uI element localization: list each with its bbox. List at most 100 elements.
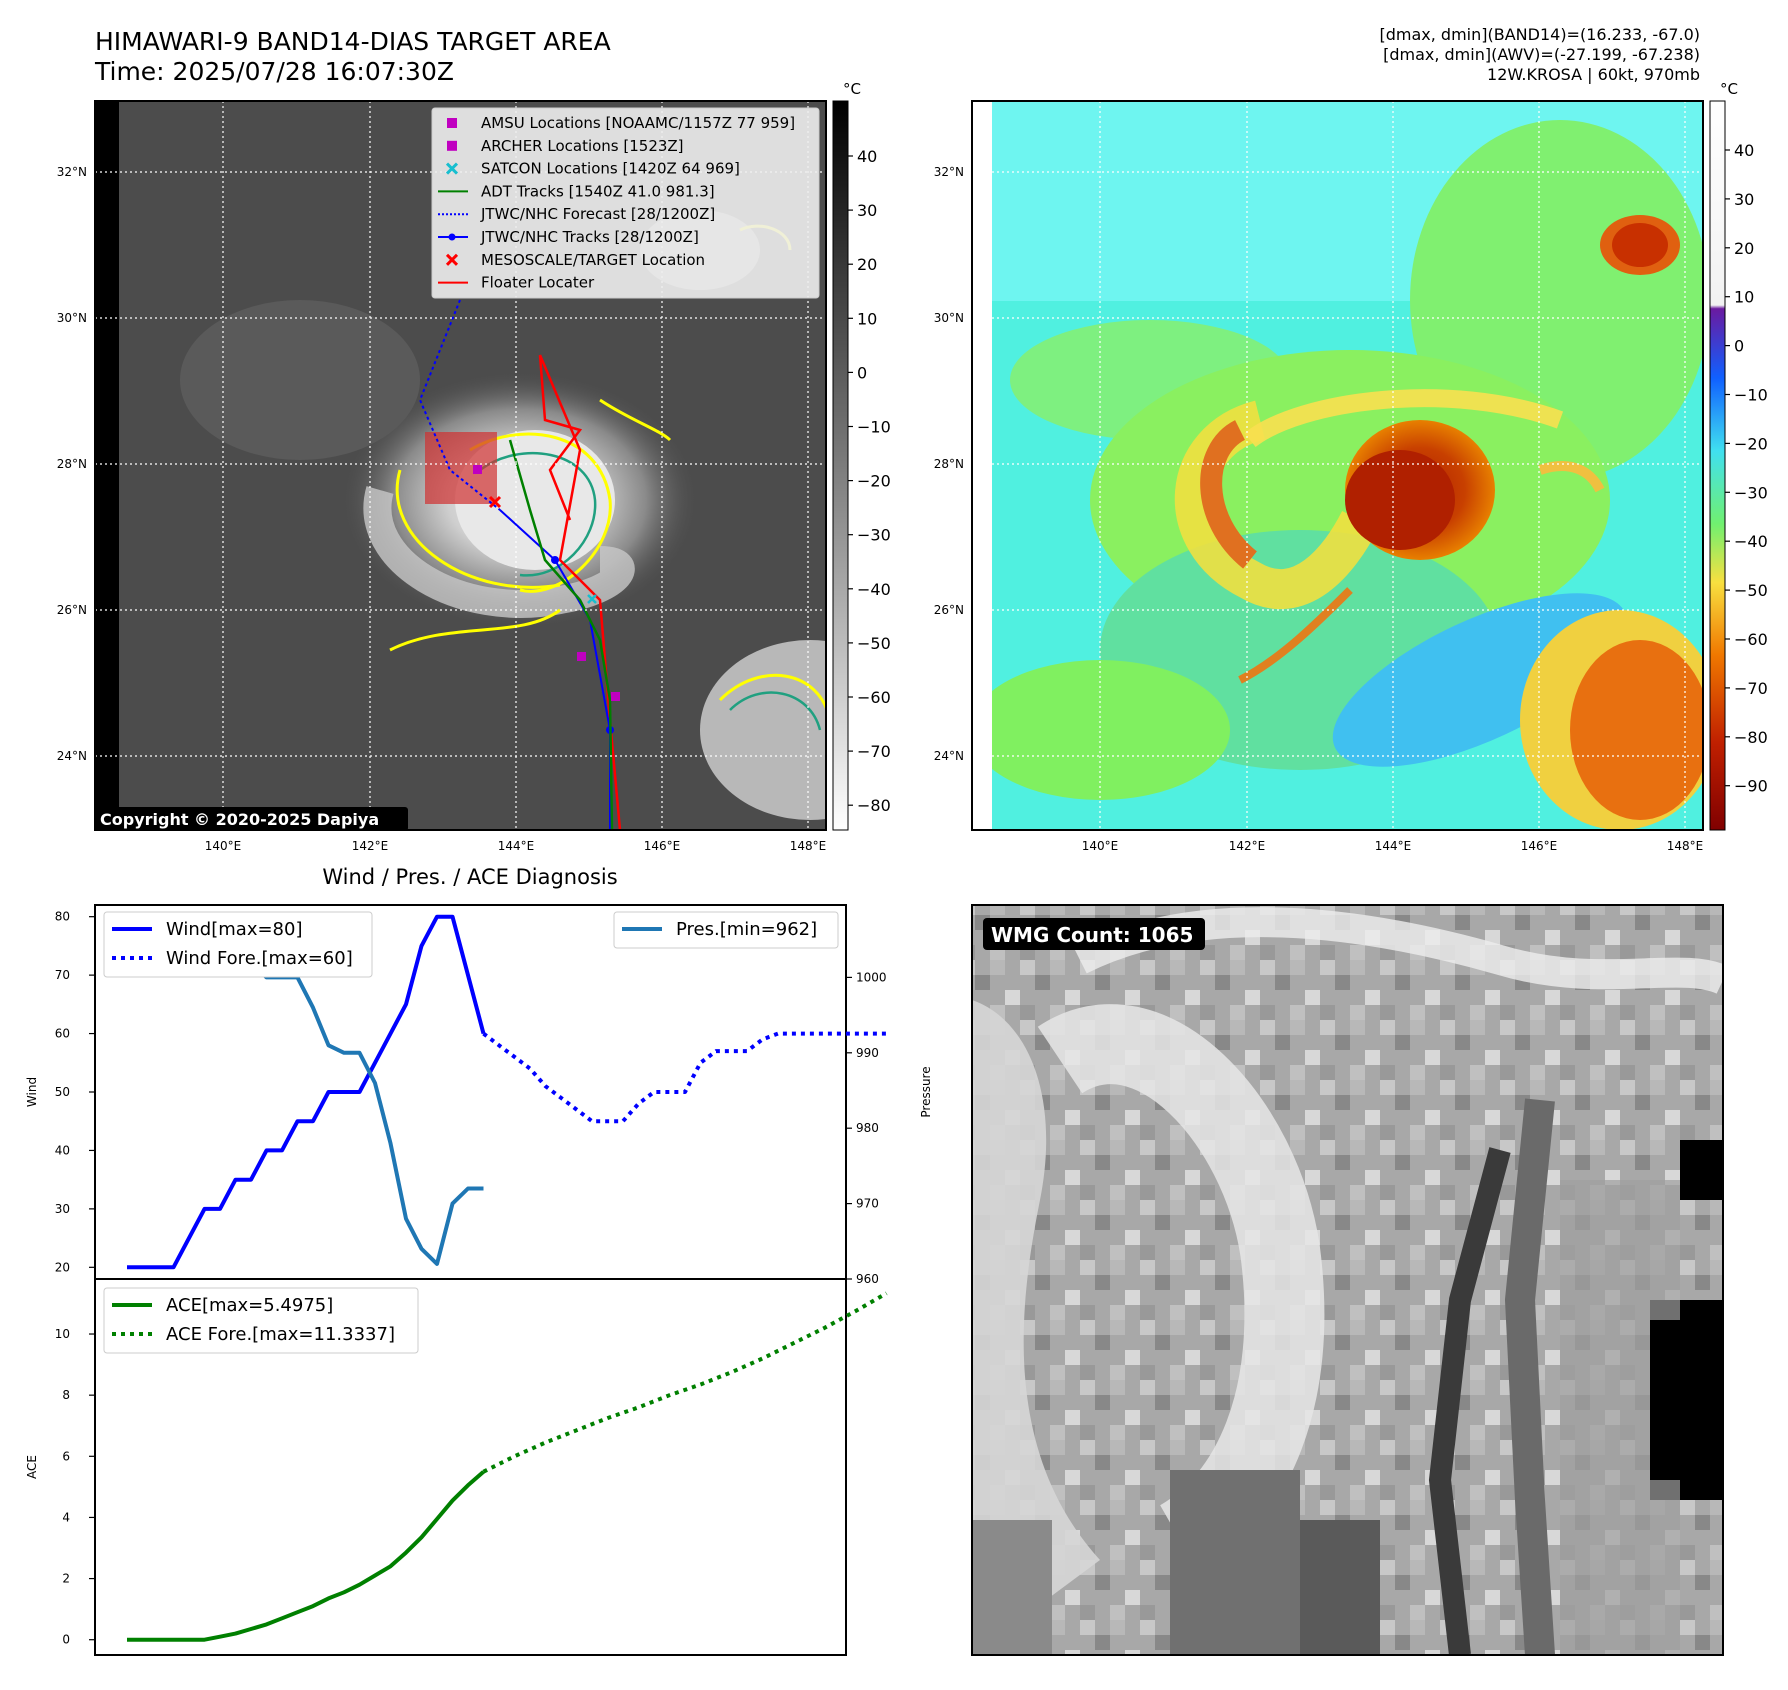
colorbar-tick-label: −30 xyxy=(857,526,891,545)
wv-lat-label-26n: 26°N xyxy=(934,603,964,617)
wv-lon-label-140e: 140°E xyxy=(1082,839,1119,853)
legend-wind-forecast: Wind Fore.[max=60] xyxy=(166,948,353,969)
series-line-wind-fore xyxy=(482,1031,887,1124)
axis-tick-label: 20 xyxy=(55,1260,70,1274)
colorbar-tick-label: 40 xyxy=(1734,141,1754,160)
legend-ace: ACE[max=5.4975] xyxy=(166,1295,333,1316)
wv-map-lat-labels: 32°N 30°N 28°N 26°N 24°N xyxy=(934,165,964,763)
legend-row: ADT Tracks [1540Z 41.0 981.3] xyxy=(438,182,715,200)
legend-row: JTWC/NHC Tracks [28/1200Z] xyxy=(438,228,699,246)
colorbar-tick-label: −20 xyxy=(857,472,891,491)
stats-band14: [dmax, dmin](BAND14)=(16.233, -67.0) xyxy=(1380,25,1701,44)
legend-label: JTWC/NHC Forecast [28/1200Z] xyxy=(480,205,715,223)
colorbar-tick-label: −20 xyxy=(1734,434,1768,453)
colorbar-tick-label: 20 xyxy=(1734,239,1754,258)
legend-row: Floater Locater xyxy=(438,274,595,292)
ir-map-frame xyxy=(94,100,827,831)
series-line-ace-fore xyxy=(482,1291,888,1474)
legend-x-marker xyxy=(445,162,459,175)
figure-title: HIMAWARI-9 BAND14-DIAS TARGET AREA xyxy=(95,27,611,56)
wmg-frame xyxy=(971,904,1724,1656)
ir-map-lon-labels: 140°E 142°E 144°E 146°E 148°E xyxy=(205,839,827,853)
legend-row: AMSU Locations [NOAAMC/1157Z 77 959] xyxy=(447,114,795,132)
wv-lat-label-28n: 28°N xyxy=(934,457,964,471)
axis-tick-label: 50 xyxy=(55,1085,70,1099)
legend-label: ARCHER Locations [1523Z] xyxy=(481,137,684,155)
colorbar-tick-label: 20 xyxy=(857,255,877,274)
lat-label-24n: 24°N xyxy=(57,749,87,763)
diagnosis-panel: Wind / Pres. / ACE Diagnosis Wind Pressu… xyxy=(25,865,933,1656)
lon-label-146e: 146°E xyxy=(644,839,681,853)
wv-map-frame xyxy=(971,100,1704,831)
axis-tick-label: 2 xyxy=(62,1572,70,1586)
colorbar-tick-label: −70 xyxy=(857,742,891,761)
legend-label: MESOSCALE/TARGET Location xyxy=(481,251,705,269)
lat-label-28n: 28°N xyxy=(57,457,87,471)
colorbar-tick-label: −50 xyxy=(857,634,891,653)
axis-tick-label: 70 xyxy=(55,968,70,982)
axis-tick-label: 960 xyxy=(856,1272,879,1286)
lon-label-142e: 142°E xyxy=(352,839,389,853)
legend-row: SATCON Locations [1420Z 64 969] xyxy=(445,160,740,178)
pressure-axis-label: Pressure xyxy=(919,1066,933,1117)
ace-axis-label: ACE xyxy=(25,1455,39,1479)
axis-tick-label: 60 xyxy=(55,1027,70,1041)
legend-wind: Wind[max=80] xyxy=(166,919,303,940)
mesoscale-target-box xyxy=(425,432,497,504)
legend-row: JTWC/NHC Forecast [28/1200Z] xyxy=(438,205,715,223)
axis-tick-label: 80 xyxy=(55,910,70,924)
wv-lon-label-144e: 144°E xyxy=(1375,839,1412,853)
legend-row: ARCHER Locations [1523Z] xyxy=(447,137,684,155)
legend-label: ADT Tracks [1540Z 41.0 981.3] xyxy=(481,182,715,200)
colorbar-tick-label: 10 xyxy=(1734,288,1754,307)
legend-row: MESOSCALE/TARGET Location xyxy=(445,251,705,269)
ir-colorbar-unit: °C xyxy=(843,80,861,98)
wmg-count-box xyxy=(983,918,1205,950)
colorbar-tick-label: −10 xyxy=(857,418,891,437)
colorbar-tick-label: −40 xyxy=(857,580,891,599)
archer-location-marker xyxy=(473,465,482,474)
colorbar-tick-label: −90 xyxy=(1734,777,1768,796)
wv-colorbar: °C 40 30 20 10 0 −10 −20 −30 −40 −50 −60 −70 −80 −90 xyxy=(1709,80,1768,831)
wv-map-gridlines xyxy=(972,101,1703,830)
axis-tick-label: 6 xyxy=(62,1449,70,1463)
lon-label-144e: 144°E xyxy=(498,839,535,853)
axis-tick-label: 1000 xyxy=(856,970,887,984)
series-line-wind xyxy=(127,914,486,1270)
legend-label: JTWC/NHC Tracks [28/1200Z] xyxy=(480,228,699,246)
colorbar-tick-label: −30 xyxy=(1734,483,1768,502)
legend-label: AMSU Locations [NOAAMC/1157Z 77 959] xyxy=(481,114,795,132)
axis-tick-label: 990 xyxy=(856,1046,879,1060)
wv-lat-label-30n: 30°N xyxy=(934,311,964,325)
wv-lon-label-142e: 142°E xyxy=(1229,839,1266,853)
copyright-box xyxy=(95,807,408,831)
legend-pressure: Pres.[min=962] xyxy=(676,919,817,940)
ir-colorbar: °C 40 30 20 10 0 −10 −20 −30 −40 −50 −60 −70 −80 xyxy=(832,80,891,831)
amsu-location-marker xyxy=(577,652,586,661)
ace-legend: ACE[max=5.4975] ACE Fore.[max=11.3337] xyxy=(103,1287,419,1354)
axis-tick-label: 970 xyxy=(856,1197,879,1211)
ir-map-lat-labels: 32°N 30°N 28°N 26°N 24°N xyxy=(57,165,87,763)
axis-tick-label: 980 xyxy=(856,1121,879,1135)
axis-tick-label: 0 xyxy=(62,1633,70,1647)
colorbar-tick-label: 30 xyxy=(1734,190,1754,209)
lat-label-30n: 30°N xyxy=(57,311,87,325)
axis-tick-label: 10 xyxy=(55,1327,70,1341)
colorbar-tick-label: 10 xyxy=(857,309,877,328)
ir-map-legend: AMSU Locations [NOAAMC/1157Z 77 959] ARCH… xyxy=(431,107,820,299)
legend-label: SATCON Locations [1420Z 64 969] xyxy=(481,160,740,178)
wmg-count: WMG Count: 1065 xyxy=(991,923,1193,947)
wv-colorbar-unit: °C xyxy=(1720,80,1738,98)
legend-dot-marker xyxy=(448,233,456,241)
colorbar-tick-label: 0 xyxy=(1734,337,1744,356)
lon-label-148e: 148°E xyxy=(790,839,827,853)
series-line-ace xyxy=(127,1470,485,1642)
colorbar-tick-label: 40 xyxy=(857,147,877,166)
copyright-text: Copyright © 2020-2025 Dapiya xyxy=(100,810,379,829)
colorbar-tick-label: −50 xyxy=(1734,581,1768,600)
colorbar-tick-label: −60 xyxy=(857,688,891,707)
wmg-panel: WMG Count: 1065 xyxy=(971,904,1724,1656)
legend-x-marker xyxy=(445,253,459,266)
diagnosis-title: Wind / Pres. / ACE Diagnosis xyxy=(322,865,617,889)
